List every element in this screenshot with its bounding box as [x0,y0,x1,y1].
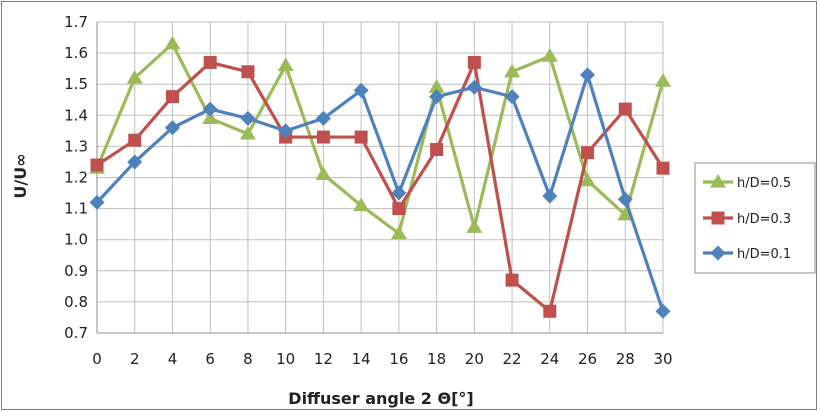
data-point-triangle [617,206,634,221]
data-point-diamond [89,194,105,210]
series-diamond [89,67,671,319]
data-point-triangle [390,225,407,240]
data-point-triangle [315,166,332,180]
x-tick-label: 2 [130,350,140,368]
y-tick-label: 1.2 [64,169,88,187]
data-point-diamond [353,82,369,98]
x-tick-label: 4 [168,350,178,368]
data-point-square [430,143,444,157]
data-point-triangle [164,35,181,50]
legend-marker-square [711,211,725,225]
data-point-diamond [278,123,294,139]
x-tick-label: 6 [205,350,215,368]
x-tick-label: 24 [540,350,559,368]
data-point-triangle [466,219,483,233]
x-tick-label: 8 [243,350,253,368]
data-point-triangle [428,79,445,93]
data-point-diamond [617,191,633,207]
data-point-square [241,65,255,79]
data-point-square [165,90,179,104]
series-line [95,73,665,312]
y-tick-label: 1.4 [64,106,88,124]
data-point-square [354,130,368,144]
x-tick-labels: 0 2 4 6 8 10 12 14 16 18 20 22 24 26 28 30 [92,350,672,368]
series-line [96,60,665,313]
data-point-diamond [127,154,143,170]
legend-label: h/D=0.1 [737,247,791,262]
series-layer [89,35,671,319]
data-point-diamond [315,110,331,126]
y-tick-label: 0.8 [64,293,88,311]
data-point-triangle [541,48,558,62]
data-point-square [656,161,670,175]
x-tick-label: 14 [352,350,371,368]
data-point-diamond [240,110,256,126]
data-point-diamond [391,185,407,201]
data-point-diamond [542,188,558,204]
x-tick-label: 16 [389,350,408,368]
x-tick-label: 0 [92,350,102,368]
x-tick-label: 12 [314,350,333,368]
y-tick-label: 1.5 [64,75,88,93]
data-point-square [203,55,217,69]
data-point-triangle [277,57,294,72]
legend-label: h/D=0.3 [737,212,791,227]
data-point-square [618,102,632,116]
x-axis-label: Diffuser angle 2 Θ[°] [288,389,473,408]
data-point-square [392,202,406,216]
y-tick-label: 1.3 [64,137,88,155]
x-tick-label: 28 [616,350,635,368]
y-axis-label: U/U∞ [11,153,30,198]
data-point-diamond [580,67,596,83]
y-tick-label: 1.1 [64,200,88,218]
x-tick-label: 30 [653,350,672,368]
data-point-diamond [202,101,218,117]
x-tick-label: 18 [427,350,446,368]
data-point-diamond [429,89,445,105]
y-tick-label: 0.7 [64,324,88,342]
legend-marker-triangle [710,174,726,188]
data-point-triangle [353,197,370,212]
data-point-triangle [202,110,219,125]
y-tick-label: 1.6 [64,44,88,62]
legend-label: h/D=0.5 [737,176,791,191]
data-point-triangle [655,73,671,87]
data-point-square [543,304,557,318]
y-tick-label: 1.0 [64,231,88,249]
y-tick-labels: 0.7 0.8 0.9 1.0 1.1 1.2 1.3 1.4 1.5 1.6 1.7 [64,13,88,342]
x-tick-label: 20 [465,350,484,368]
data-point-triangle [126,69,143,84]
data-point-square [467,55,481,69]
data-point-square [505,273,519,287]
data-point-triangle [579,172,596,187]
data-point-triangle [239,125,256,140]
grid-lines [96,21,664,334]
data-point-square [128,133,142,147]
data-point-diamond [466,79,482,95]
data-point-triangle [504,63,521,78]
legend: h/D=0.5 h/D=0.3 h/D=0.1 [694,162,816,274]
y-tick-label: 1.7 [64,13,88,31]
legend-marker-diamond [710,245,726,261]
x-tick-label: 26 [578,350,597,368]
data-point-square [316,130,330,144]
y-tick-label: 0.9 [64,262,88,280]
data-point-diamond [164,120,180,136]
data-point-square [90,158,104,172]
data-point-square [581,146,595,160]
data-point-diamond [504,89,520,105]
x-tick-label: 10 [276,350,295,368]
x-tick-label: 22 [503,350,522,368]
data-point-diamond [655,303,671,319]
